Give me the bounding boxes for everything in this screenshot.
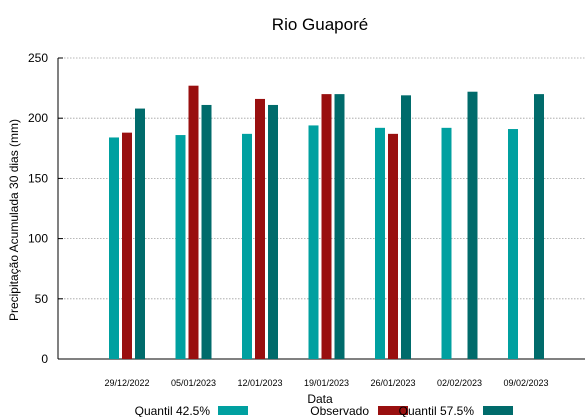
bar-quantil-57-5-7 (534, 94, 544, 360)
bar-quantil-57-5-6 (467, 91, 478, 359)
x-tick-label: 09/02/2023 (503, 378, 548, 388)
legend-label: Quantil 57.5% (399, 404, 475, 417)
y-tick-label: 150 (28, 171, 48, 185)
bar-quantil-57-5-4 (334, 94, 345, 360)
legend-label: Quantil 42.5% (135, 404, 211, 417)
y-axis-ticks: 0 50 100 150 200 250 (28, 51, 63, 366)
bar-quantil-42-5-5 (375, 127, 385, 359)
bar-quantil-57-5-3 (268, 104, 278, 360)
bar-quantil-57-5-5 (401, 95, 411, 359)
bar-quantil-42-5-1 (109, 137, 119, 359)
y-tick-label: 100 (28, 232, 48, 246)
bar-quantil-42-5-3 (242, 133, 252, 359)
y-tick-label: 50 (35, 292, 49, 306)
bar-quantil-42-5-4 (308, 125, 319, 359)
bar-quantil-57-5-2 (201, 104, 212, 360)
x-axis-label: Data (307, 392, 333, 406)
x-tick-label: 12/01/2023 (237, 378, 282, 388)
bar-quantil-42-5-6 (441, 127, 452, 359)
gridlines (58, 57, 585, 300)
legend-swatch (378, 406, 408, 415)
bar-quantil-42-5-7 (508, 129, 518, 359)
legend: Quantil 42.5% Observado Quantil 57.5% (135, 404, 513, 417)
bar-observado-3 (255, 98, 265, 359)
y-axis-label: Precipitação Acumulada 30 dias (mm) (7, 119, 21, 321)
bar-quantil-42-5-2 (175, 135, 186, 359)
chart-title: Rio Guaporé (272, 15, 368, 34)
legend-label: Observado (310, 404, 369, 417)
y-tick-label: 250 (28, 51, 48, 65)
legend-swatch (483, 406, 513, 415)
bar-observado-5 (388, 133, 398, 359)
x-axis-ticks: 29/12/2022 05/01/2023 12/01/2023 19/01/2023… (104, 378, 548, 388)
bar-quantil-57-5-1 (135, 108, 145, 360)
x-tick-label: 05/01/2023 (171, 378, 216, 388)
bar-observado-4 (321, 94, 332, 360)
legend-swatch (218, 406, 248, 415)
bar-observado-1 (122, 132, 132, 359)
bar-observado-2 (188, 85, 199, 359)
x-tick-label: 19/01/2023 (304, 378, 349, 388)
y-tick-label: 200 (28, 111, 48, 125)
x-tick-label: 02/02/2023 (437, 378, 482, 388)
x-tick-label: 26/01/2023 (370, 378, 415, 388)
x-tick-label: 29/12/2022 (104, 378, 149, 388)
bars (109, 85, 544, 360)
y-tick-label: 0 (41, 352, 48, 366)
